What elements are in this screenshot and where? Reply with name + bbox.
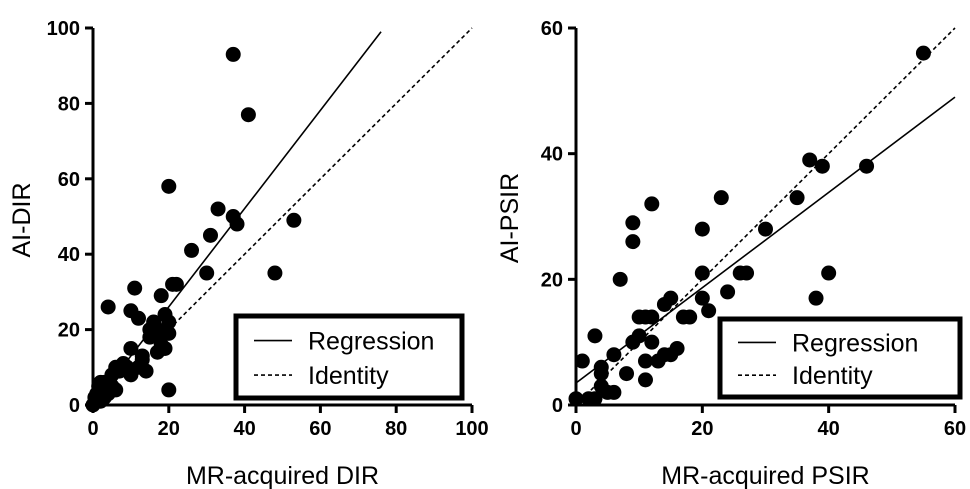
data-point	[229, 216, 245, 232]
y-axis-title: AI-DIR	[8, 183, 36, 258]
y-tick-label: 80	[58, 93, 80, 115]
data-point	[694, 265, 710, 281]
data-point	[720, 284, 736, 300]
data-point	[593, 359, 609, 375]
x-tick-label: 20	[158, 418, 180, 440]
data-point	[210, 201, 226, 217]
data-point	[701, 303, 717, 319]
y-tick-label: 0	[552, 395, 563, 417]
legend-label-identity: Identity	[792, 362, 873, 390]
legend-box	[717, 316, 963, 400]
data-point	[915, 45, 931, 61]
data-point	[157, 340, 173, 356]
data-point	[637, 353, 653, 369]
data-point	[814, 158, 830, 174]
data-point	[202, 227, 218, 243]
x-axis-title: MR-acquired PSIR	[661, 462, 869, 489]
data-point	[138, 363, 154, 379]
regression-line	[92, 31, 382, 406]
chart-panel-psir: 0 20 40 60 0 20 40 60 MR-acquired PSIR AI-PSIR Reg…	[496, 18, 966, 489]
data-point	[127, 280, 143, 296]
data-point	[859, 158, 875, 174]
x-tick-label: 0	[87, 418, 98, 440]
y-tick-label: 20	[58, 320, 80, 342]
data-point	[789, 190, 805, 206]
legend-label-identity: Identity	[308, 362, 389, 390]
legend: Regression Identity	[233, 313, 465, 401]
x-tick-label: 20	[691, 418, 713, 440]
data-point	[587, 328, 603, 344]
data-point	[568, 391, 584, 407]
data-point	[286, 212, 302, 228]
data-point	[574, 353, 590, 369]
data-point	[225, 46, 241, 62]
data-point	[146, 314, 162, 330]
data-point	[619, 366, 635, 382]
identity-line	[168, 27, 473, 331]
data-point	[161, 382, 177, 398]
data-point	[199, 265, 215, 281]
regression-line	[575, 96, 956, 384]
data-point	[587, 391, 603, 407]
data-point	[267, 265, 283, 281]
data-point	[134, 348, 150, 364]
data-point	[161, 314, 177, 330]
data-point	[758, 221, 773, 237]
data-point	[130, 310, 146, 326]
data-point	[625, 234, 641, 250]
x-axis-title: MR-acquired DIR	[186, 462, 379, 489]
data-point	[802, 152, 818, 168]
x-tick-label: 80	[385, 418, 407, 440]
data-point	[694, 221, 710, 237]
data-point	[637, 372, 653, 388]
data-point	[739, 265, 755, 281]
x-tick-label: 100	[455, 418, 488, 440]
data-point	[663, 290, 679, 306]
identity-line	[575, 27, 956, 406]
x-tick-label: 60	[309, 418, 331, 440]
data-point	[625, 215, 641, 231]
data-point	[612, 271, 628, 287]
data-point	[108, 382, 124, 398]
data-point	[694, 290, 710, 306]
x-tick-label: 60	[944, 418, 966, 440]
data-point	[644, 309, 660, 325]
x-tick-label: 0	[570, 418, 581, 440]
x-tick-label: 40	[233, 418, 255, 440]
y-tick-label: 0	[69, 395, 80, 417]
data-point	[240, 107, 256, 123]
data-point	[161, 325, 177, 341]
y-tick-label: 60	[541, 18, 563, 40]
legend-label-regression: Regression	[308, 328, 434, 356]
y-tick-label: 20	[541, 269, 563, 291]
y-tick-label: 40	[58, 244, 80, 266]
legend: Regression Identity	[717, 316, 963, 400]
legend-label-regression: Regression	[792, 329, 918, 357]
data-point	[808, 290, 824, 306]
data-point	[682, 309, 698, 325]
y-tick-label: 40	[541, 144, 563, 166]
data-point	[606, 384, 622, 400]
y-tick-label: 100	[47, 18, 80, 40]
x-tick-label: 40	[818, 418, 840, 440]
data-point	[821, 265, 837, 281]
chart-panel-dir: 0 20 40 60 80 100 0 20 40 60 80 100 MR-acquired DIR A…	[8, 18, 489, 489]
data-point	[644, 196, 660, 212]
data-point	[644, 334, 660, 350]
data-point	[100, 299, 116, 315]
y-tick-label: 60	[58, 169, 80, 191]
data-point	[168, 276, 184, 292]
data-point	[669, 340, 685, 356]
legend-box	[233, 313, 465, 401]
data-point	[184, 242, 200, 258]
data-point	[153, 288, 169, 304]
data-point	[713, 190, 729, 206]
y-axis-title: AI-PSIR	[496, 173, 524, 263]
data-point	[161, 178, 177, 194]
